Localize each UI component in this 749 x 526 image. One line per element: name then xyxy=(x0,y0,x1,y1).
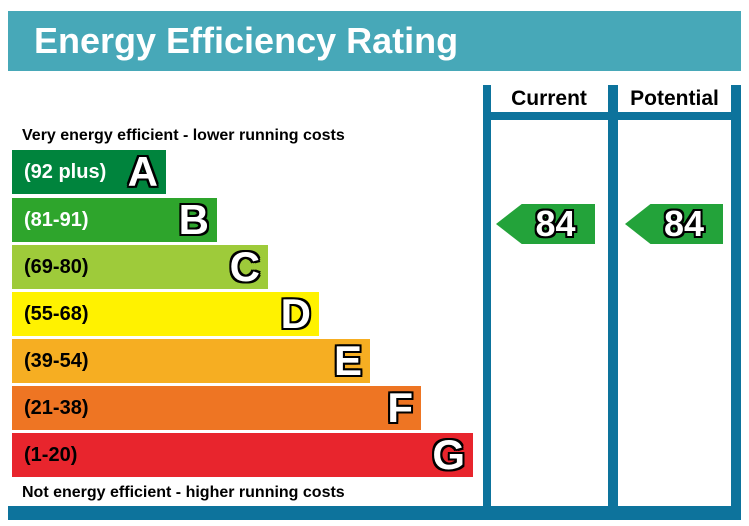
band-range-label: (81-91) xyxy=(24,208,89,231)
column-header-underline xyxy=(483,112,741,120)
band-letter: F xyxy=(387,384,413,431)
current-column-left-border xyxy=(483,85,491,518)
column-header-potential: Potential xyxy=(630,86,719,110)
column-divider xyxy=(608,85,618,518)
band-letter: G xyxy=(432,431,465,478)
band-range-label: (39-54) xyxy=(24,349,89,372)
band-letter: D xyxy=(280,290,311,337)
band-range-label: (1-20) xyxy=(24,443,78,466)
epc-band-g: (1-20) G xyxy=(12,433,473,477)
epc-band-a: (92 plus) A xyxy=(12,150,166,194)
band-range-label: (92 plus) xyxy=(24,160,107,183)
current-rating-arrow: 84 xyxy=(496,204,595,244)
potential-rating-value: 84 xyxy=(663,203,705,244)
epc-band-f: (21-38) F xyxy=(12,386,421,430)
epc-band-b: (81-91) B xyxy=(12,198,217,242)
epc-band-e: (39-54) E xyxy=(12,339,370,383)
column-header-current: Current xyxy=(511,86,587,110)
current-rating-value: 84 xyxy=(535,203,576,244)
epc-band-d: (55-68) D xyxy=(12,292,319,336)
bottom-frame-bar xyxy=(8,506,741,520)
bottom-note: Not energy efficient - higher running co… xyxy=(22,484,345,501)
band-letter: E xyxy=(333,337,362,384)
band-range-label: (69-80) xyxy=(24,255,89,278)
top-note: Very energy efficient - lower running co… xyxy=(22,127,345,144)
band-letter: B xyxy=(178,196,209,243)
band-letter: A xyxy=(127,148,158,195)
band-range-label: (55-68) xyxy=(24,302,89,325)
page-title: Energy Efficiency Rating xyxy=(34,20,459,61)
band-range-label: (21-38) xyxy=(24,396,89,419)
header-banner: Energy Efficiency Rating xyxy=(8,11,741,71)
band-letter: C xyxy=(229,243,260,290)
potential-rating-arrow: 84 xyxy=(625,204,723,244)
epc-band-c: (69-80) C xyxy=(12,245,268,289)
potential-column-right-border xyxy=(731,85,741,518)
